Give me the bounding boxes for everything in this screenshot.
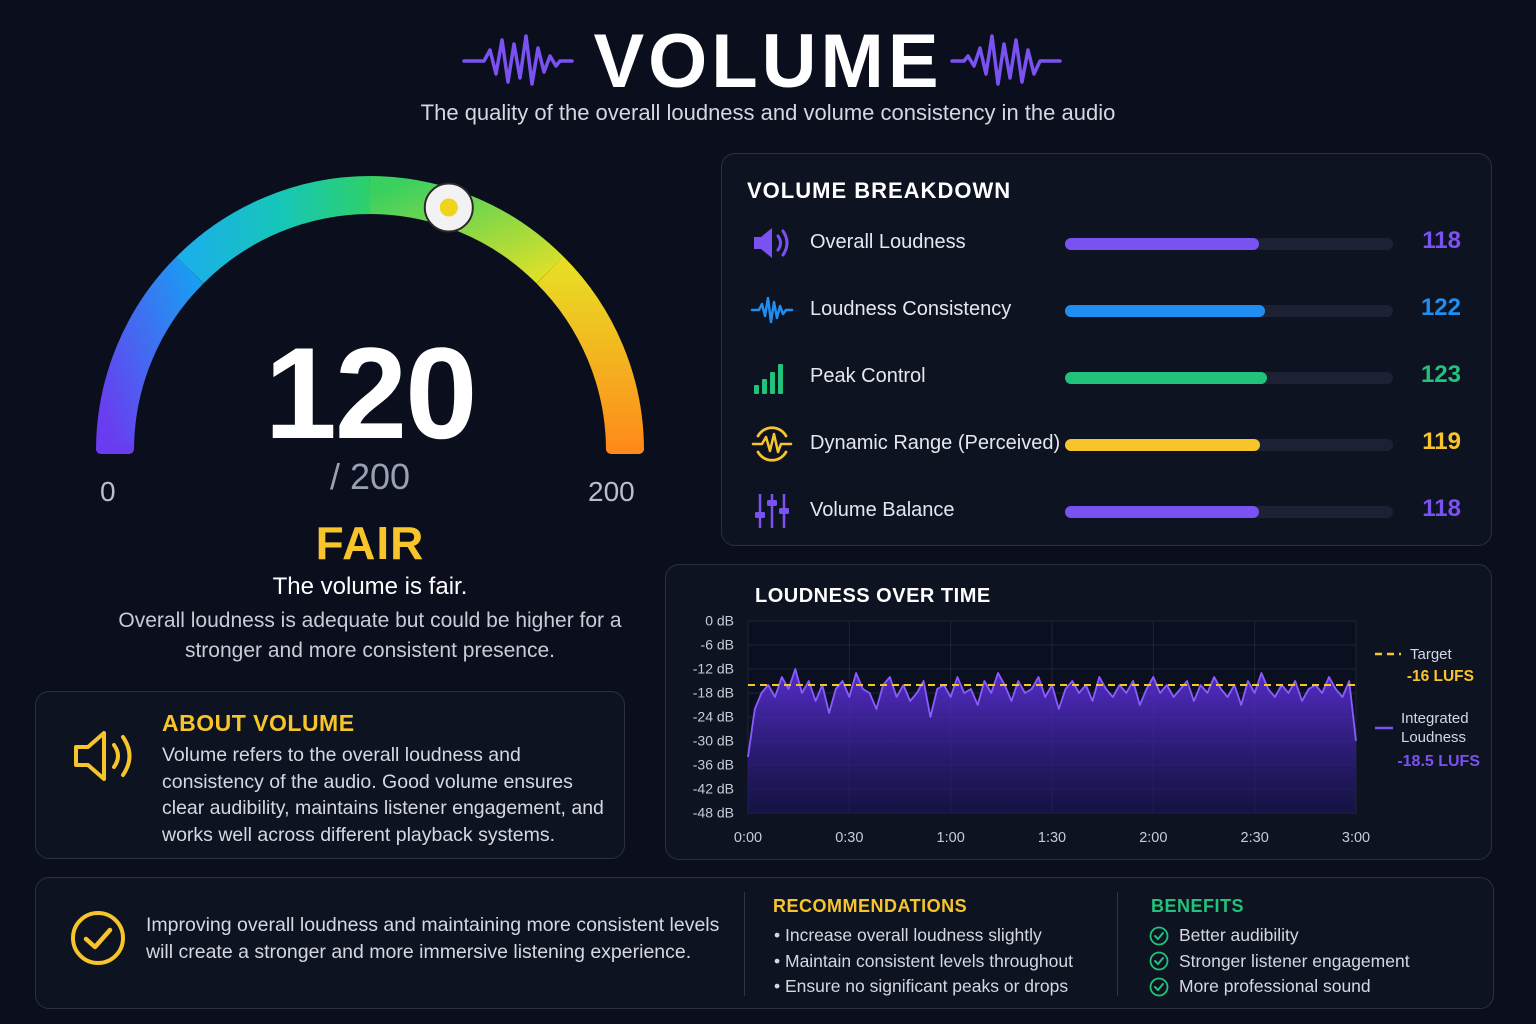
check-circle-icon — [1149, 951, 1169, 971]
benefits-list: Better audibility Stronger listener enga… — [1149, 923, 1410, 1000]
breakdown-value: 118 — [1422, 495, 1461, 522]
integrated-legend-label: Integrated — [1401, 710, 1469, 727]
x-tick-label: 1:30 — [1038, 830, 1066, 846]
x-tick-label: 3:00 — [1342, 830, 1370, 846]
waveform-icon — [750, 296, 794, 324]
y-tick-label: -36 dB — [693, 757, 734, 773]
recommendation-item: • Increase overall loudness slightly — [774, 925, 1042, 945]
breakdown-value: 119 — [1422, 428, 1461, 455]
y-tick-label: -12 dB — [693, 661, 734, 677]
breakdown-value: 123 — [1420, 361, 1461, 388]
breakdown-row-overall-loudness: Overall Loudness 118 — [722, 223, 1493, 263]
rating-label: FAIR — [315, 517, 425, 569]
score-gauge — [96, 176, 644, 454]
breakdown-title: VOLUME BREAKDOWN — [747, 178, 1012, 203]
x-tick-label: 2:00 — [1139, 830, 1167, 846]
dynamic-range-icon — [751, 426, 793, 462]
rating-description: Overall loudness is adequate but could b… — [118, 609, 622, 662]
rating-headline: The volume is fair. — [272, 573, 468, 600]
breakdown-label: Loudness Consistency — [810, 298, 1012, 320]
target-legend-value: -16 LUFS — [1407, 668, 1474, 685]
benefits-title: BENEFITS — [1151, 896, 1245, 916]
loudness-over-time-panel: 0 dB -6 dB -12 dB -18 dB -24 dB -30 dB -36 dB -… — [665, 564, 1492, 860]
breakdown-label: Dynamic Range (Perceived) — [810, 432, 1061, 454]
gauge-min-label: 0 — [100, 476, 116, 507]
benefit-label: Stronger listener engagement — [1179, 950, 1410, 971]
about-panel: ABOUT VOLUME Volume refers to the overal… — [35, 691, 625, 859]
right-waveform-icon — [950, 34, 1062, 86]
breakdown-bar — [1065, 238, 1393, 250]
divider — [1117, 892, 1118, 996]
recommendations-title: RECOMMENDATIONS — [773, 896, 968, 916]
gauge-indicator — [423, 182, 474, 233]
breakdown-label: Peak Control — [810, 365, 926, 387]
x-tick-label: 0:00 — [734, 830, 762, 846]
breakdown-row-dynamic-range: Dynamic Range (Perceived) 119 — [722, 424, 1493, 464]
breakdown-value: 122 — [1420, 294, 1461, 321]
page-title: VOLUME — [593, 19, 943, 104]
integrated-legend-value: -18.5 LUFS — [1397, 753, 1480, 770]
check-circle-icon — [1149, 977, 1169, 997]
recommendations-list: • Increase overall loudness slightly • M… — [774, 923, 1073, 1000]
x-tick-label: 0:30 — [835, 830, 863, 846]
breakdown-value: 118 — [1422, 227, 1461, 254]
benefit-item: Better audibility — [1149, 923, 1410, 949]
breakdown-row-loudness-consistency: Loudness Consistency 122 — [722, 290, 1493, 330]
check-circle-icon — [71, 911, 125, 965]
target-legend-label: Target — [1410, 646, 1453, 663]
breakdown-bar-fill — [1065, 439, 1261, 451]
speaker-icon — [754, 228, 789, 258]
breakdown-bar — [1065, 305, 1393, 317]
loudness-area — [748, 669, 1356, 813]
left-waveform-icon — [462, 34, 574, 86]
benefit-item: More professional sound — [1149, 974, 1410, 1000]
score-max: / 200 — [329, 456, 411, 497]
loudness-chart: 0 dB -6 dB -12 dB -18 dB -24 dB -30 dB -36 dB -… — [693, 613, 1481, 847]
breakdown-bar-fill — [1065, 372, 1267, 384]
integrated-legend-label: Loudness — [1401, 729, 1466, 746]
x-tick-label: 2:30 — [1241, 830, 1269, 846]
summary-text: Improving overall loudness and maintaini… — [146, 914, 720, 963]
y-tick-label: -30 dB — [693, 733, 734, 749]
volume-breakdown-panel: VOLUME BREAKDOWN Overall Loudness 118 Lo… — [721, 153, 1492, 546]
gauge-max-label: 200 — [588, 476, 635, 507]
breakdown-bar — [1065, 372, 1393, 384]
breakdown-label: Volume Balance — [810, 499, 955, 521]
x-tick-label: 1:00 — [937, 830, 965, 846]
y-tick-label: -24 dB — [693, 709, 734, 725]
breakdown-bar-fill — [1065, 305, 1266, 317]
y-tick-label: -48 dB — [693, 805, 734, 821]
chart-title: LOUDNESS OVER TIME — [755, 585, 991, 607]
recommendation-item: • Maintain consistent levels throughout — [774, 950, 1073, 971]
benefit-item: Stronger listener engagement — [1149, 949, 1410, 975]
benefit-label: Better audibility — [1179, 925, 1299, 945]
breakdown-bar — [1065, 506, 1393, 518]
breakdown-row-peak-control: Peak Control 123 — [722, 357, 1493, 397]
about-title: ABOUT VOLUME — [162, 710, 355, 736]
breakdown-label: Overall Loudness — [810, 231, 966, 253]
breakdown-bar — [1065, 439, 1393, 451]
score-value: 120 — [264, 320, 478, 466]
page-subtitle: The quality of the overall loudness and … — [420, 100, 1116, 125]
signal-bars-icon — [754, 364, 783, 394]
breakdown-row-volume-balance: Volume Balance 118 — [722, 491, 1493, 531]
y-tick-label: -42 dB — [693, 781, 734, 797]
benefit-label: More professional sound — [1179, 976, 1371, 996]
check-circle-icon — [1149, 926, 1169, 946]
divider — [744, 892, 745, 996]
breakdown-bar-fill — [1065, 238, 1259, 250]
breakdown-bar-fill — [1065, 506, 1259, 518]
recommendation-item: • Ensure no significant peaks or drops — [774, 976, 1069, 996]
y-tick-label: -18 dB — [693, 685, 734, 701]
y-tick-label: 0 dB — [705, 613, 734, 629]
summary-panel: Improving overall loudness and maintaini… — [35, 877, 1494, 1009]
speaker-icon — [74, 731, 132, 781]
y-tick-label: -6 dB — [701, 637, 734, 653]
sliders-icon — [755, 494, 789, 528]
about-text: Volume refers to the overall loudness an… — [162, 744, 604, 846]
